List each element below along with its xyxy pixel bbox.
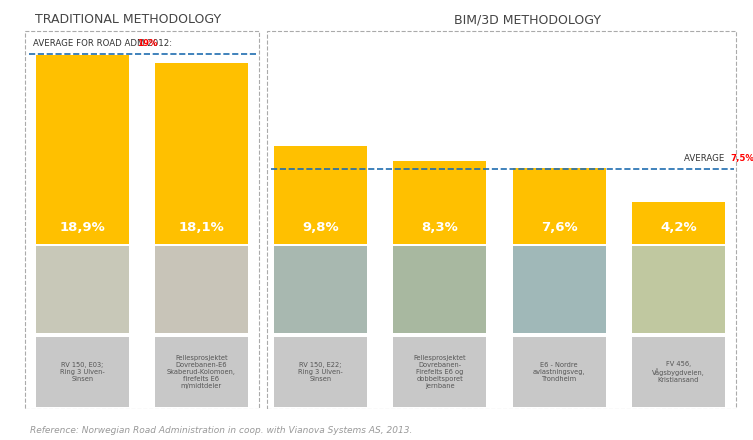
Bar [513, 337, 605, 407]
Bar [274, 337, 367, 407]
Bar [393, 246, 486, 333]
Text: 7,5%: 7,5% [730, 154, 753, 163]
Bar [274, 246, 367, 333]
Bar [393, 337, 486, 407]
Text: 7,6%: 7,6% [541, 221, 578, 234]
Bar [632, 202, 725, 244]
Text: 4,2%: 4,2% [660, 221, 697, 234]
Bar [25, 30, 258, 409]
Text: E6 - Nordre
avlastningsveg,
Trondheim: E6 - Nordre avlastningsveg, Trondheim [533, 362, 585, 382]
Bar [155, 337, 248, 407]
Text: FV 456,
Vågsbygdveien,
Kristiansand: FV 456, Vågsbygdveien, Kristiansand [652, 361, 705, 383]
Bar [35, 246, 129, 333]
Bar [267, 30, 736, 409]
Text: RV 150, E22;
Ring 3 Ulven-
Sinsen: RV 150, E22; Ring 3 Ulven- Sinsen [298, 362, 343, 382]
Text: 19%: 19% [137, 39, 157, 48]
Text: BIM/3D METHODOLOGY: BIM/3D METHODOLOGY [453, 13, 601, 26]
Text: AVERAGE: AVERAGE [684, 154, 727, 163]
Text: 18,9%: 18,9% [59, 221, 105, 234]
Text: Fellesprosjektet
Dovrebanen-
Firefelts E6 og
dobbeltsporet
jernbane: Fellesprosjektet Dovrebanen- Firefelts E… [413, 355, 466, 389]
Bar [393, 161, 486, 244]
Bar [274, 146, 367, 244]
Bar [35, 55, 129, 244]
Text: TRADITIONAL METHODOLOGY: TRADITIONAL METHODOLOGY [35, 13, 221, 26]
Bar [632, 337, 725, 407]
Text: Fellesprosjektet
Dovrebanen-E6
Skaberud-Kolomoen,
firefelts E6
m/midtdeler: Fellesprosjektet Dovrebanen-E6 Skaberud-… [167, 355, 236, 389]
Bar [155, 246, 248, 333]
Text: 8,3%: 8,3% [422, 221, 459, 234]
Bar [35, 337, 129, 407]
Text: Reference: Norwegian Road Administration in coop. with Vianova Systems AS, 2013.: Reference: Norwegian Road Administration… [30, 426, 413, 435]
Text: RV 150, E03;
Ring 3 Ulven-
Sinsen: RV 150, E03; Ring 3 Ulven- Sinsen [59, 362, 105, 382]
Text: 18,1%: 18,1% [178, 221, 224, 234]
Bar [513, 168, 605, 244]
Text: AVERAGE FOR ROAD ADM 2012:: AVERAGE FOR ROAD ADM 2012: [33, 39, 175, 48]
Bar [155, 62, 248, 244]
Bar [632, 246, 725, 333]
Text: 9,8%: 9,8% [303, 221, 339, 234]
Bar [513, 246, 605, 333]
